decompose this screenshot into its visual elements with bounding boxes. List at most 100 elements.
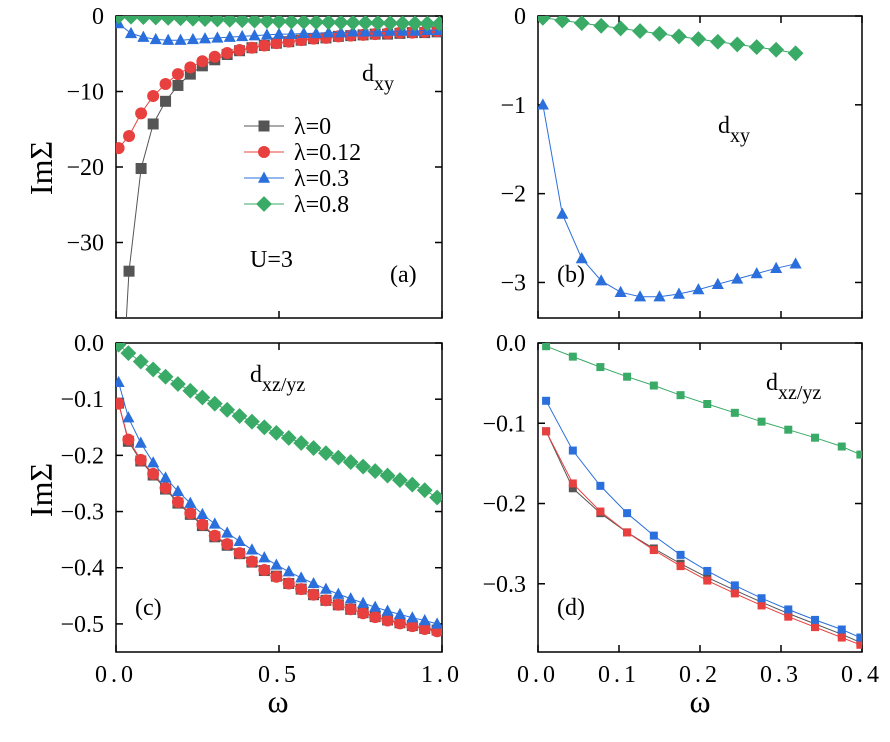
data-point — [394, 16, 411, 32]
data-point — [268, 424, 285, 441]
data-point — [770, 261, 783, 273]
data-point — [196, 507, 209, 520]
ylabel-bottom: ImΣ — [23, 463, 59, 517]
data-point — [676, 562, 685, 571]
data-point — [307, 576, 320, 589]
data-point — [757, 601, 766, 610]
data-point — [308, 16, 325, 30]
data-point — [116, 375, 125, 388]
data-point — [196, 518, 209, 531]
x-tick-label: 0.2 — [679, 662, 721, 688]
data-point — [381, 614, 394, 627]
plot-frame — [537, 15, 863, 319]
data-point — [334, 26, 347, 38]
data-point — [219, 401, 236, 418]
data-point — [270, 37, 283, 50]
data-point — [157, 368, 174, 385]
data-point — [382, 16, 399, 32]
data-point — [623, 509, 632, 518]
data-point — [672, 287, 685, 299]
data-point — [208, 517, 221, 529]
data-point — [837, 442, 846, 451]
data-point — [211, 31, 224, 43]
data-point — [160, 16, 177, 26]
data-point — [159, 471, 172, 483]
data-point — [319, 594, 332, 607]
data-point — [596, 507, 605, 516]
data-point — [404, 476, 421, 493]
data-point — [245, 543, 258, 555]
data-point — [757, 594, 766, 603]
annotation-u: U=3 — [250, 247, 293, 273]
data-point — [568, 479, 577, 488]
data-point — [416, 482, 433, 499]
data-point — [185, 16, 201, 27]
data-point — [223, 30, 236, 42]
data-point — [784, 425, 793, 434]
panel-label: (b) — [557, 262, 585, 288]
data-point — [236, 29, 249, 42]
series-line — [545, 431, 861, 643]
data-point — [162, 33, 175, 45]
data-point — [318, 445, 334, 462]
data-point — [123, 265, 135, 277]
data-point — [174, 33, 187, 45]
y-tick-label: −1 — [500, 93, 526, 119]
data-point — [593, 17, 610, 34]
panel-b: 0 −1 −2 −3 (b) dxy — [500, 4, 863, 319]
data-point — [160, 95, 172, 107]
data-point — [342, 454, 359, 471]
data-point — [369, 611, 382, 624]
y-tick-label: −0.1 — [60, 387, 104, 413]
data-point — [134, 453, 147, 466]
data-point — [221, 16, 238, 28]
data-point — [244, 413, 260, 430]
data-point — [837, 625, 846, 634]
data-point — [768, 41, 785, 58]
data-point — [542, 396, 551, 405]
data-point — [319, 582, 332, 594]
data-point — [344, 592, 357, 604]
data-point — [297, 26, 310, 39]
data-point — [122, 411, 135, 423]
data-point — [709, 33, 726, 50]
legend-marker — [258, 146, 270, 158]
data-point — [811, 615, 820, 624]
data-point — [856, 450, 862, 459]
legend-marker — [256, 196, 272, 212]
orbital-label: dxz/yz — [766, 370, 821, 404]
data-point — [653, 290, 666, 302]
data-point — [282, 565, 295, 577]
data-point — [748, 39, 765, 56]
data-point — [379, 467, 396, 484]
legend-label: λ=0.12 — [294, 140, 361, 166]
data-point — [623, 372, 632, 381]
data-point — [221, 538, 234, 551]
data-point — [632, 23, 648, 40]
y-tick-label: 0 — [92, 4, 104, 30]
data-point — [208, 50, 221, 63]
data-point — [419, 16, 436, 32]
data-point — [418, 622, 431, 635]
data-point — [729, 36, 746, 53]
data-point — [147, 90, 160, 103]
data-point — [595, 274, 608, 286]
data-point — [538, 16, 551, 26]
orbital-label: dxz/yz — [250, 362, 305, 396]
series-group — [116, 16, 442, 318]
data-point — [355, 458, 372, 475]
data-point — [811, 433, 820, 442]
y-tick-label: −30 — [66, 231, 104, 257]
data-point — [122, 433, 135, 446]
x-tick-label: 0.5 — [258, 662, 300, 688]
data-point — [393, 607, 406, 620]
data-point — [256, 419, 273, 436]
data-point — [322, 26, 335, 38]
legend-marker — [258, 120, 270, 132]
data-point — [649, 531, 658, 540]
y-tick-label: −0.4 — [60, 556, 104, 582]
data-point — [120, 345, 137, 362]
data-point — [690, 31, 707, 48]
data-point — [159, 481, 172, 494]
data-point — [295, 16, 312, 30]
